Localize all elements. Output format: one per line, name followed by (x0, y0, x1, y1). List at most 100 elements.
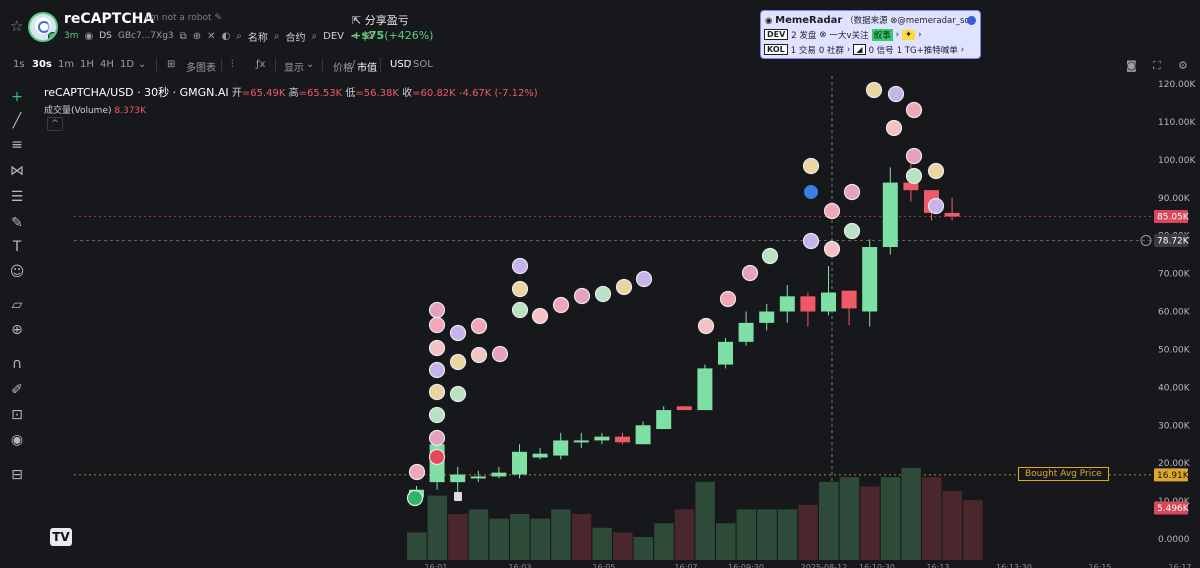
share-icon[interactable]: ⋖ (349, 30, 359, 42)
trader-avatar-icon[interactable] (449, 324, 467, 342)
share-pnl-button[interactable]: ⇱ 分享盈亏 (352, 12, 409, 28)
magnet-tool-icon[interactable]: ∩ (11, 356, 23, 372)
edit-icon[interactable]: ✎ (214, 13, 222, 23)
horizontal-lines-tool-icon[interactable]: ≡ (11, 137, 23, 153)
token-name[interactable]: reCAPTCHA (64, 11, 155, 27)
trader-avatar-icon[interactable] (428, 316, 446, 334)
candle-body[interactable] (821, 292, 836, 312)
trader-avatar-icon[interactable] (615, 278, 633, 296)
trader-avatar-icon[interactable] (511, 280, 529, 298)
multi-chart-button[interactable]: 多图表 (186, 63, 216, 74)
candle-body[interactable] (676, 406, 692, 411)
crosshair-tool-icon[interactable]: + (11, 89, 23, 105)
candle-body[interactable] (738, 322, 754, 342)
trader-avatar-icon[interactable] (594, 285, 612, 303)
trader-avatar-icon[interactable] (823, 240, 841, 258)
pattern-tool-icon[interactable]: ⋈ (10, 163, 24, 179)
chart-settings-icon[interactable]: ⚙ (1178, 59, 1188, 72)
trader-avatar-icon[interactable] (741, 264, 759, 282)
emoji-tool-icon[interactable]: ☺ (9, 264, 25, 280)
token-address[interactable]: GBc7...7Xg3 (117, 31, 174, 41)
trader-avatar-icon[interactable] (428, 429, 446, 447)
text-tool-icon[interactable]: T (12, 239, 22, 255)
usd-toggle[interactable]: USD (390, 59, 412, 70)
candle-body[interactable] (635, 425, 651, 445)
trader-avatar-icon[interactable] (491, 345, 509, 363)
ds-marker-icon[interactable] (428, 448, 446, 466)
globe-icon[interactable]: ⊕ (192, 30, 202, 42)
interval-1d[interactable]: 1D (120, 59, 135, 70)
trash-icon[interactable]: ⊟ (11, 467, 23, 483)
search-contract-icon[interactable]: ⌕ (273, 30, 280, 42)
trader-avatar-icon[interactable] (865, 81, 883, 99)
trader-avatar-icon[interactable] (905, 101, 923, 119)
trader-avatar-icon[interactable] (428, 361, 446, 379)
trader-avatar-icon[interactable] (428, 383, 446, 401)
trendline-tool-icon[interactable]: ╱ (12, 113, 22, 129)
radar-kol-trades[interactable]: 1 交易 (790, 45, 816, 56)
candlestick-chart-svg[interactable]: 120.00K110.00K100.00K90.00K80.00K70.00K6… (34, 76, 1200, 568)
candle-body[interactable] (512, 451, 527, 475)
radar-kol-community[interactable]: 0 社群 (818, 45, 844, 56)
radar-kol-arrow-icon[interactable]: › (847, 44, 851, 55)
interval-dropdown-icon[interactable]: ⌄ (138, 59, 147, 70)
tradingview-logo-icon[interactable]: TV (50, 528, 72, 546)
interval-1s[interactable]: 1s (13, 59, 25, 70)
lock-icon[interactable]: ⊡ (11, 407, 23, 423)
trader-avatar-icon[interactable] (573, 287, 591, 305)
zoom-tool-icon[interactable]: ⊕ (11, 322, 23, 338)
radar-kol-signal[interactable]: 0 信号 (868, 45, 894, 56)
candle-body[interactable] (944, 212, 960, 217)
radar-toggle-icon[interactable] (967, 16, 976, 25)
x-twitter-icon[interactable]: ✕ (207, 30, 216, 42)
fullscreen-icon[interactable]: ⛶ (1153, 59, 1161, 72)
candle-body[interactable] (718, 341, 733, 365)
dev-search-link[interactable]: DEV (323, 30, 344, 42)
trader-avatar-icon[interactable] (635, 270, 653, 288)
dev-search-icon[interactable]: ⌕ (311, 30, 318, 42)
brush-tool-icon[interactable]: ✎ (11, 215, 23, 231)
camera-icon[interactable]: ◙ (1126, 59, 1137, 72)
trader-avatar-icon[interactable] (449, 385, 467, 403)
contract-search-link[interactable]: 合约 (285, 32, 306, 44)
trader-avatar-icon[interactable] (428, 406, 446, 424)
candle-body[interactable] (573, 440, 589, 443)
trader-avatar-icon[interactable] (885, 119, 903, 137)
candle-body[interactable] (882, 182, 898, 248)
multi-chart-icon[interactable]: ⊞ (167, 59, 176, 70)
candle-body[interactable] (470, 476, 486, 479)
trader-avatar-icon[interactable] (843, 222, 861, 240)
radar-bulb-icon[interactable]: ✦ (902, 29, 916, 40)
candle-body[interactable] (800, 296, 816, 312)
interval-30s[interactable]: 30s (32, 59, 52, 70)
candle-body[interactable] (862, 247, 878, 312)
trader-avatar-icon[interactable] (428, 339, 446, 357)
m-marker-icon[interactable] (804, 185, 818, 199)
radar-dev-arrow-icon[interactable]: › (895, 29, 899, 40)
add-alert-icon[interactable] (1140, 235, 1152, 247)
trader-avatar-icon[interactable] (511, 301, 529, 319)
radar-handle[interactable]: @memeradar_sol) (897, 16, 976, 26)
radar-dev-arrow2-icon[interactable]: › (918, 29, 922, 40)
indicators-icon[interactable]: ⫶ (231, 59, 234, 70)
trader-avatar-icon[interactable] (470, 317, 488, 335)
telegram-icon[interactable]: ◐ (221, 30, 231, 42)
name-search-link[interactable]: 名称 (247, 32, 268, 44)
radar-dev-story[interactable]: 叙事 (871, 28, 893, 41)
candle-body[interactable] (841, 290, 857, 309)
token-avatar[interactable] (28, 12, 58, 42)
trader-avatar-icon[interactable] (802, 232, 820, 250)
trader-avatar-icon[interactable] (531, 307, 549, 325)
trader-avatar-icon[interactable] (843, 183, 861, 201)
favorite-star-icon[interactable]: ☆ (10, 17, 24, 35)
trader-avatar-icon[interactable] (697, 317, 715, 335)
interval-1h[interactable]: 1H (80, 59, 94, 70)
candle-body[interactable] (697, 368, 713, 411)
candle-body[interactable] (903, 182, 919, 191)
interval-1m[interactable]: 1m (58, 59, 75, 70)
radar-kol-tg[interactable]: 1 TG+推特喊单 (896, 45, 958, 56)
trader-avatar-icon[interactable] (552, 296, 570, 314)
trader-avatar-icon[interactable] (823, 202, 841, 220)
trader-avatar-icon[interactable] (761, 247, 779, 265)
db-marker-icon[interactable] (406, 489, 424, 507)
